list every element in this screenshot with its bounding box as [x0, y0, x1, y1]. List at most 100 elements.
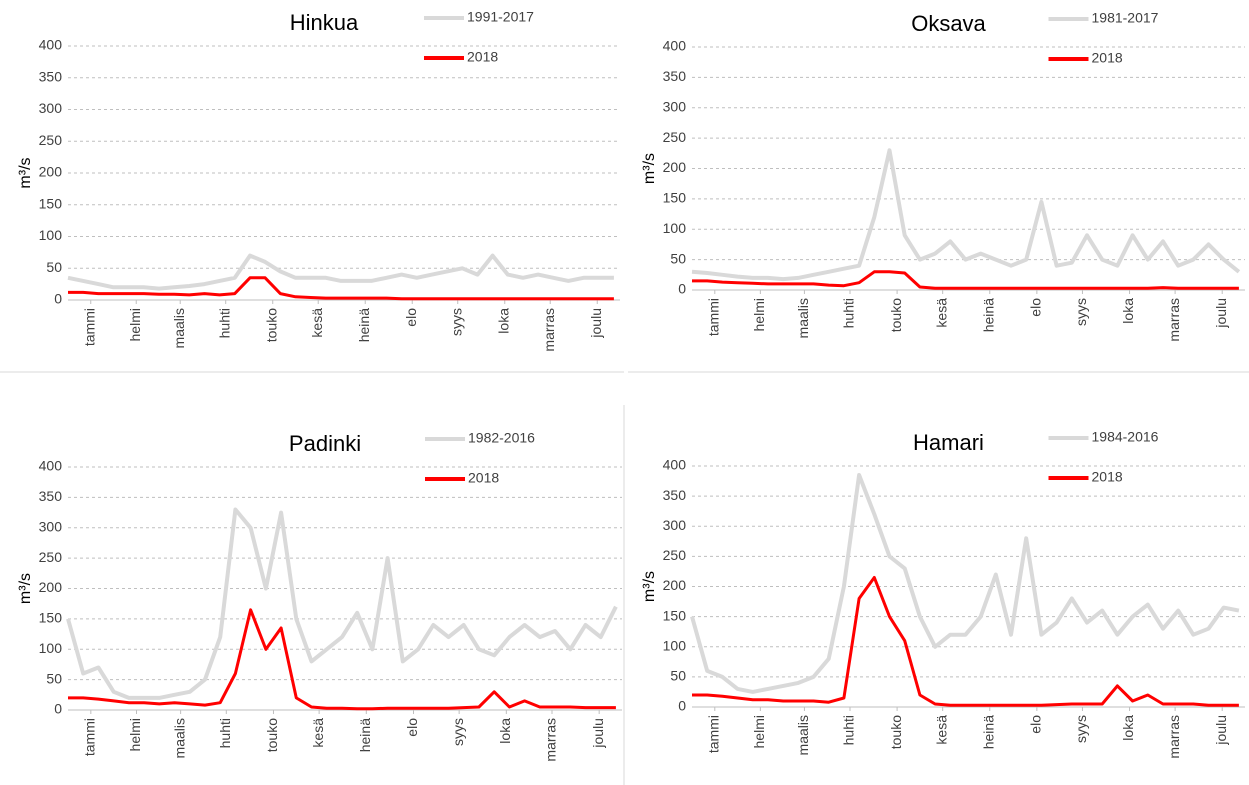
x-tick-label: elo — [1028, 298, 1044, 317]
chart-title: Hinkua — [290, 10, 359, 35]
x-tick-label: elo — [1028, 715, 1044, 734]
x-tick-label: huhti — [217, 718, 233, 748]
x-tick-label: tammi — [81, 308, 97, 346]
x-tick-label: syys — [1073, 715, 1089, 743]
x-tick-label: heinä — [980, 298, 996, 332]
y-tick-label: 300 — [39, 518, 63, 534]
legend-label: 2018 — [467, 49, 498, 65]
series-line — [692, 270, 1239, 290]
x-tick-label: maalis — [171, 308, 187, 348]
series-line — [66, 507, 618, 700]
y-tick-label: 50 — [46, 259, 62, 275]
x-tick-label: elo — [403, 308, 419, 327]
x-tick-label: joulu — [1213, 715, 1229, 746]
x-tick-label: marras — [543, 718, 559, 762]
y-tick-label: 350 — [39, 488, 63, 504]
x-tick-label: helmi — [751, 715, 767, 748]
x-tick-label: touko — [264, 718, 280, 752]
x-tick-label: huhti — [841, 298, 857, 328]
legend-label: 2018 — [1092, 469, 1123, 485]
x-tick-label: loka — [1120, 298, 1136, 324]
x-tick-label: kesä — [309, 308, 325, 338]
y-tick-label: 200 — [39, 579, 63, 595]
x-tick-label: marras — [1166, 298, 1182, 342]
x-tick-label: loka — [495, 308, 511, 334]
x-tick-label: kesä — [933, 298, 949, 328]
x-tick-label: huhti — [216, 308, 232, 338]
y-tick-label: 200 — [663, 577, 687, 593]
y-tick-label: 50 — [670, 250, 686, 266]
x-tick-label: tammi — [82, 718, 98, 756]
chart-title: Hamari — [913, 430, 984, 455]
y-tick-label: 0 — [678, 698, 686, 714]
x-tick-label: maalis — [795, 715, 811, 755]
x-tick-label: helmi — [127, 718, 143, 751]
y-tick-label: 100 — [39, 640, 63, 656]
y-tick-label: 100 — [663, 637, 687, 653]
x-tick-label: heinä — [980, 715, 996, 749]
x-tick-label: heinä — [356, 308, 372, 342]
y-tick-label: 100 — [39, 227, 63, 243]
y-tick-label: 300 — [663, 98, 687, 114]
x-tick-label: tammi — [705, 715, 721, 753]
x-tick-label: kesä — [310, 718, 326, 748]
y-axis-label: m³/s — [641, 153, 658, 184]
y-tick-label: 350 — [39, 68, 63, 84]
x-tick-label: helmi — [751, 298, 767, 331]
x-tick-label: maalis — [795, 298, 811, 338]
y-axis-label: m³/s — [17, 573, 34, 604]
x-tick-label: touko — [888, 298, 904, 332]
series-line — [68, 608, 616, 711]
y-tick-label: 250 — [39, 132, 63, 148]
y-tick-label: 300 — [39, 100, 63, 116]
y-axis-label: m³/s — [17, 157, 34, 188]
x-tick-label: heinä — [357, 718, 373, 752]
y-tick-label: 200 — [39, 164, 63, 180]
legend-label: 2018 — [468, 470, 499, 486]
x-tick-label: kesä — [933, 715, 949, 745]
x-tick-label: joulu — [590, 718, 606, 749]
x-tick-label: elo — [404, 718, 420, 737]
x-tick-label: joulu — [1213, 298, 1229, 329]
y-tick-label: 400 — [663, 457, 687, 473]
y-axis-label: m³/s — [641, 571, 658, 602]
y-tick-label: 250 — [39, 549, 63, 565]
chart-title: Oksava — [911, 11, 986, 36]
y-tick-label: 400 — [663, 38, 687, 54]
y-tick-label: 250 — [663, 547, 687, 563]
y-tick-label: 150 — [663, 607, 687, 623]
y-tick-label: 350 — [663, 487, 687, 503]
y-tick-label: 150 — [39, 195, 63, 211]
series-line — [691, 148, 1241, 282]
chart-title: Padinki — [289, 431, 361, 456]
x-tick-label: maalis — [171, 718, 187, 758]
y-tick-label: 400 — [39, 37, 63, 53]
legend-label: 2018 — [1092, 50, 1123, 66]
series-line — [690, 473, 1240, 694]
x-tick-label: loka — [497, 718, 513, 744]
x-tick-label: huhti — [841, 715, 857, 745]
x-tick-label: syys — [1073, 298, 1089, 326]
y-tick-label: 100 — [663, 220, 687, 236]
y-tick-label: 200 — [663, 159, 687, 175]
y-tick-label: 400 — [39, 458, 63, 474]
y-tick-label: 300 — [663, 517, 687, 533]
x-tick-label: marras — [541, 308, 557, 352]
series-line — [67, 253, 614, 291]
series-line — [68, 276, 614, 301]
y-tick-label: 50 — [670, 668, 686, 684]
x-tick-label: touko — [888, 715, 904, 749]
y-tick-label: 0 — [54, 701, 62, 717]
legend-label: 1991-2017 — [467, 9, 534, 25]
y-tick-label: 150 — [39, 610, 63, 626]
legend-label: 1981-2017 — [1092, 10, 1159, 26]
x-tick-label: tammi — [705, 298, 721, 336]
x-tick-label: helmi — [127, 308, 143, 341]
series-line — [692, 576, 1239, 707]
x-tick-label: syys — [448, 308, 464, 336]
y-tick-label: 0 — [54, 291, 62, 307]
y-tick-label: 150 — [663, 190, 687, 206]
x-tick-label: loka — [1120, 715, 1136, 741]
x-tick-label: marras — [1166, 715, 1182, 759]
